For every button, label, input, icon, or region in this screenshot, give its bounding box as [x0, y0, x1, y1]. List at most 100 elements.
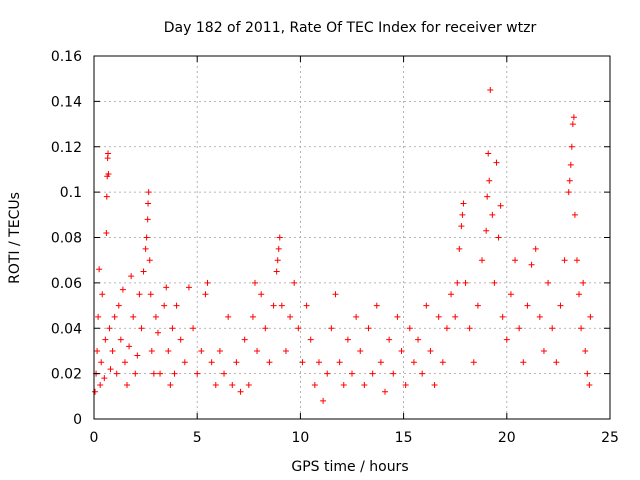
data-point: [117, 336, 124, 343]
data-point: [315, 359, 322, 366]
data-point: [115, 302, 122, 309]
data-point: [361, 381, 368, 388]
data-point: [458, 223, 465, 230]
data-point: [276, 234, 283, 241]
data-point: [369, 370, 376, 377]
data-point: [161, 302, 168, 309]
data-point: [128, 273, 135, 280]
data-point: [147, 291, 154, 298]
data-point: [493, 159, 500, 166]
data-point: [474, 302, 481, 309]
data-point: [462, 279, 469, 286]
data-point: [324, 370, 331, 377]
data-point: [181, 359, 188, 366]
data-point: [578, 325, 585, 332]
data-point: [225, 313, 232, 320]
data-point: [497, 202, 504, 209]
data-point: [138, 325, 145, 332]
data-point: [99, 291, 106, 298]
data-point: [561, 257, 568, 264]
data-point: [545, 279, 552, 286]
data-point: [278, 302, 285, 309]
data-point: [144, 216, 151, 223]
data-point: [486, 177, 493, 184]
data-point: [580, 279, 587, 286]
data-point: [254, 347, 261, 354]
data-point: [382, 388, 389, 395]
data-point: [97, 381, 104, 388]
y-tick-label: 0.14: [51, 94, 82, 110]
data-point: [524, 302, 531, 309]
data-point: [145, 189, 152, 196]
data-point: [390, 370, 397, 377]
data-point: [549, 325, 556, 332]
data-point: [415, 336, 422, 343]
data-point: [452, 313, 459, 320]
data-point: [398, 347, 405, 354]
data-point: [148, 347, 155, 354]
grid-layer: [94, 56, 610, 419]
data-point: [373, 302, 380, 309]
y-tick-label: 0.02: [51, 367, 82, 383]
data-point: [198, 347, 205, 354]
x-tick-label: 5: [193, 430, 202, 446]
data-point: [275, 245, 282, 252]
data-point: [311, 381, 318, 388]
data-point: [146, 257, 153, 264]
data-point: [386, 336, 393, 343]
data-point: [103, 229, 110, 236]
data-point: [485, 150, 492, 157]
chart-title: Day 182 of 2011, Rate Of TEC Index for r…: [164, 20, 537, 36]
data-point: [216, 347, 223, 354]
data-point: [96, 266, 103, 273]
data-point: [145, 200, 152, 207]
data-point: [568, 143, 575, 150]
data-point: [566, 177, 573, 184]
data-point: [357, 347, 364, 354]
y-tick-label: 0: [73, 412, 82, 428]
data-point: [571, 211, 578, 218]
data-point: [202, 291, 209, 298]
data-point: [576, 291, 583, 298]
data-point: [410, 359, 417, 366]
y-axis-label: ROTI / TECUs: [7, 192, 23, 284]
data-point: [105, 150, 112, 157]
data-point: [570, 114, 577, 121]
y-tick-label: 0.06: [51, 276, 82, 292]
axis-ticks: 0 5 10 15 20 25 0 0.02 0.04 0.06 0.08 0.1 0.12 0.14 0.…: [51, 49, 619, 446]
data-point: [423, 302, 430, 309]
data-point: [483, 227, 490, 234]
data-point: [150, 370, 157, 377]
data-point: [190, 325, 197, 332]
data-point: [448, 291, 455, 298]
data-point: [119, 286, 126, 293]
data-point: [251, 279, 258, 286]
x-tick-label: 0: [90, 430, 99, 446]
data-point: [456, 245, 463, 252]
data-point: [303, 302, 310, 309]
data-point: [553, 359, 560, 366]
data-point: [282, 347, 289, 354]
data-point: [136, 291, 143, 298]
y-tick-label: 0.04: [51, 321, 82, 337]
data-point: [512, 257, 519, 264]
data-point: [340, 381, 347, 388]
data-point: [95, 313, 102, 320]
data-point: [107, 366, 114, 373]
data-point: [586, 381, 593, 388]
data-point: [443, 325, 450, 332]
data-point: [98, 359, 105, 366]
data-point: [460, 200, 467, 207]
data-point: [569, 121, 576, 128]
data-point: [173, 302, 180, 309]
data-point: [92, 388, 99, 395]
data-point: [212, 381, 219, 388]
data-point: [102, 336, 109, 343]
x-tick-label: 25: [601, 430, 619, 446]
data-point: [140, 268, 147, 275]
data-point: [507, 291, 514, 298]
data-point: [132, 370, 139, 377]
data-point: [377, 359, 384, 366]
data-point: [245, 381, 252, 388]
data-point: [344, 336, 351, 343]
